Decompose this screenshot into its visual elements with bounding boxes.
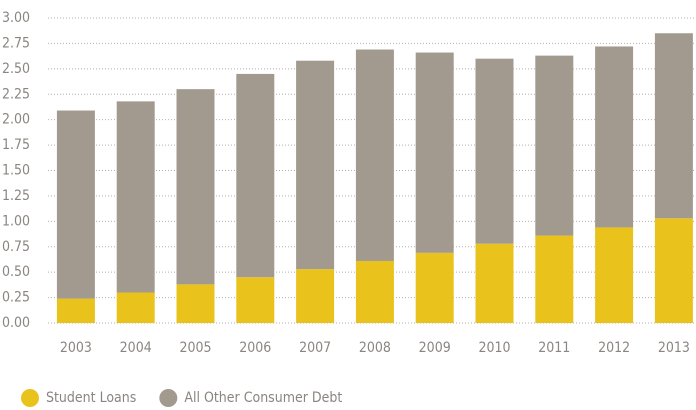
x-tick-label: 2010 — [478, 340, 510, 356]
bar-segment — [355, 260, 394, 323]
y-tick-label: 1.00 — [2, 213, 30, 229]
bar-segment — [535, 235, 574, 323]
bar-segment — [56, 298, 95, 323]
x-tick-label: 2008 — [359, 340, 391, 356]
legend-label: Student Loans — [46, 390, 136, 406]
y-tick-label: 1.75 — [2, 137, 30, 153]
bar-segment — [595, 46, 634, 228]
x-tick-label: 2006 — [239, 340, 271, 356]
bar-segment — [56, 110, 95, 299]
y-tick-label: 2.25 — [2, 86, 30, 102]
x-tick-label: 2007 — [299, 340, 331, 356]
x-tick-label: 2011 — [538, 340, 570, 356]
x-tick-label: 2013 — [658, 340, 690, 356]
y-tick-label: 2.75 — [2, 35, 30, 51]
bar-segment — [355, 49, 394, 261]
bar-segment — [535, 55, 574, 236]
bar-segment — [176, 89, 215, 285]
x-tick-label: 2003 — [60, 340, 92, 356]
legend-label: All Other Consumer Debt — [184, 390, 342, 406]
y-tick-label: 2.00 — [2, 112, 30, 128]
y-tick-label: 0.75 — [2, 239, 30, 255]
bar-segment — [236, 73, 275, 278]
y-tick-label: 3.00 — [2, 10, 30, 26]
legend-swatch — [159, 389, 178, 407]
bar-segment — [595, 227, 634, 323]
y-tick-label: 0.00 — [2, 315, 30, 331]
y-tick-label: 0.25 — [2, 290, 30, 306]
y-tick-label: 1.50 — [2, 163, 30, 179]
bar-segment — [475, 58, 514, 244]
bar-segment — [415, 252, 454, 323]
bar-segment — [654, 218, 693, 323]
bar-segment — [236, 277, 275, 323]
bar-segment — [296, 60, 335, 270]
bar-segment — [296, 269, 335, 323]
bar-segment — [654, 33, 693, 219]
legend-swatch — [21, 389, 39, 407]
y-tick-label: 1.25 — [2, 188, 30, 204]
bar-segment — [116, 292, 155, 323]
x-tick-label: 2004 — [120, 340, 152, 356]
bar-segment — [475, 243, 514, 323]
bar-segment — [176, 284, 215, 323]
bar-segment — [415, 52, 454, 253]
x-tick-label: 2005 — [179, 340, 211, 356]
x-tick-label: 2012 — [598, 340, 630, 356]
x-tick-label: 2009 — [419, 340, 451, 356]
bar-segment — [116, 101, 155, 293]
y-tick-label: 2.50 — [2, 61, 30, 77]
y-tick-label: 0.50 — [2, 264, 30, 280]
